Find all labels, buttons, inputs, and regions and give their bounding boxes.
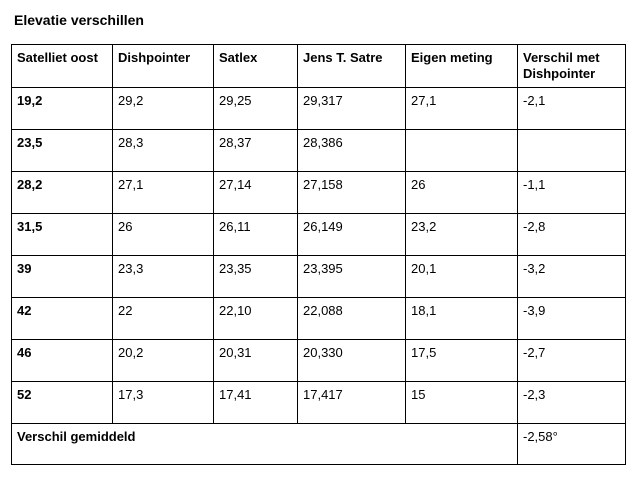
cell-verschil: -3,9 [517,297,626,340]
cell-verschil: -1,1 [517,171,626,214]
header-dishpointer: Dishpointer [112,44,214,88]
cell-eigen-meting: 15 [405,381,518,424]
cell-dishpointer: 27,1 [112,171,214,214]
cell-satellite: 52 [11,381,113,424]
cell-verschil: -2,8 [517,213,626,256]
cell-verschil [517,129,626,172]
cell-jens: 27,158 [297,171,406,214]
cell-jens: 28,386 [297,129,406,172]
header-jens-t-satre: Jens T. Satre [297,44,406,88]
table-row: 46 20,2 20,31 20,330 17,5 -2,7 [11,339,626,382]
cell-satellite: 46 [11,339,113,382]
cell-verschil: -3,2 [517,255,626,298]
cell-dishpointer: 29,2 [112,87,214,130]
cell-dishpointer: 26 [112,213,214,256]
cell-dishpointer: 28,3 [112,129,214,172]
cell-eigen-meting: 26 [405,171,518,214]
cell-eigen-meting: 23,2 [405,213,518,256]
document-title: Elevatie verschillen [14,12,144,28]
cell-jens: 20,330 [297,339,406,382]
cell-satlex: 23,35 [213,255,298,298]
elevation-table: Satelliet oost Dishpointer Satlex Jens T… [11,44,626,465]
cell-satlex: 27,14 [213,171,298,214]
table-header-row: Satelliet oost Dishpointer Satlex Jens T… [11,44,626,88]
table-row: 39 23,3 23,35 23,395 20,1 -3,2 [11,255,626,298]
cell-verschil: -2,1 [517,87,626,130]
cell-jens: 26,149 [297,213,406,256]
cell-eigen-meting [405,129,518,172]
cell-dishpointer: 17,3 [112,381,214,424]
cell-satlex: 17,41 [213,381,298,424]
cell-satlex: 22,10 [213,297,298,340]
cell-dishpointer: 23,3 [112,255,214,298]
table-row: 28,2 27,1 27,14 27,158 26 -1,1 [11,171,626,214]
cell-jens: 29,317 [297,87,406,130]
cell-satellite: 39 [11,255,113,298]
cell-satellite: 28,2 [11,171,113,214]
cell-satellite: 23,5 [11,129,113,172]
table-row: 52 17,3 17,41 17,417 15 -2,3 [11,381,626,424]
average-row: Verschil gemiddeld -2,58° [11,423,626,465]
header-satellite-east: Satelliet oost [11,44,113,88]
table-row: 42 22 22,10 22,088 18,1 -3,9 [11,297,626,340]
header-verschil-dishpointer: Verschil met Dishpointer [517,44,626,88]
cell-satellite: 19,2 [11,87,113,130]
cell-jens: 22,088 [297,297,406,340]
cell-satellite: 31,5 [11,213,113,256]
cell-eigen-meting: 20,1 [405,255,518,298]
cell-eigen-meting: 27,1 [405,87,518,130]
cell-satellite: 42 [11,297,113,340]
average-label: Verschil gemiddeld [11,423,518,465]
cell-verschil: -2,3 [517,381,626,424]
cell-eigen-meting: 17,5 [405,339,518,382]
table-row: 23,5 28,3 28,37 28,386 [11,129,626,172]
cell-dishpointer: 20,2 [112,339,214,382]
table-row: 31,5 26 26,11 26,149 23,2 -2,8 [11,213,626,256]
cell-satlex: 20,31 [213,339,298,382]
cell-jens: 17,417 [297,381,406,424]
header-satlex: Satlex [213,44,298,88]
cell-jens: 23,395 [297,255,406,298]
cell-eigen-meting: 18,1 [405,297,518,340]
cell-satlex: 26,11 [213,213,298,256]
cell-satlex: 28,37 [213,129,298,172]
average-value: -2,58° [517,423,626,465]
header-eigen-meting: Eigen meting [405,44,518,88]
table-row: 19,2 29,2 29,25 29,317 27,1 -2,1 [11,87,626,130]
cell-satlex: 29,25 [213,87,298,130]
cell-verschil: -2,7 [517,339,626,382]
cell-dishpointer: 22 [112,297,214,340]
